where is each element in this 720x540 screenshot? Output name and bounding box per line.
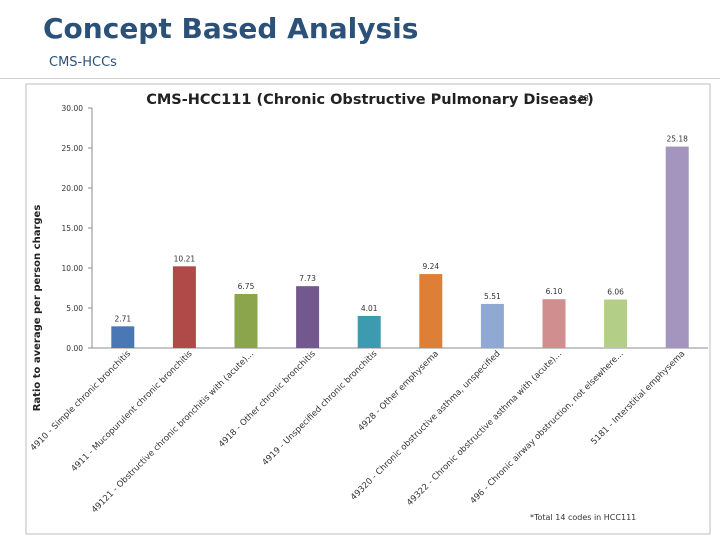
- bar: [111, 326, 135, 348]
- bar: [604, 299, 628, 348]
- y-tick-label: 10.00: [62, 264, 84, 273]
- bar: [419, 274, 443, 348]
- y-tick-label: 20.00: [62, 184, 84, 193]
- bar-value-labels: 2.71 10.21 6.75 7.73 4.01 9.24 5.51 6.10 6.06 25.…: [114, 135, 688, 324]
- slide-title: Concept Based Analysis: [43, 12, 419, 45]
- y-axis-label: Ratio to average per person charges: [32, 205, 43, 412]
- bar-value-label: 6.06: [607, 288, 624, 297]
- bar: [234, 294, 258, 348]
- bar-chart: CMS-HCC111 (Chronic Obstructive Pulmonar…: [25, 83, 711, 535]
- y-tick-label: 15.00: [62, 224, 84, 233]
- y-tick-label: 30.00: [62, 104, 84, 113]
- title-divider: [0, 78, 720, 79]
- slide-subtitle: CMS-HCCs: [49, 55, 117, 70]
- chart-border: [25, 83, 711, 535]
- bar-value-label: 7.73: [299, 274, 316, 283]
- bar-value-label: 2.71: [114, 314, 131, 323]
- chart-title: CMS-HCC111 (Chronic Obstructive Pulmonar…: [146, 92, 594, 108]
- bar-value-label: 10.21: [174, 254, 196, 263]
- chart-footnote: *Total 14 codes in HCC111: [530, 513, 637, 522]
- bar-value-label: 4.01: [361, 304, 378, 313]
- bar-value-label: 5.51: [484, 292, 501, 301]
- y-tick-label: 5.00: [66, 304, 83, 313]
- bar: [357, 315, 381, 348]
- bar: [665, 146, 689, 348]
- bar-value-label: 25.18: [666, 135, 688, 144]
- y-tick-label: 0.00: [66, 344, 83, 353]
- bar: [296, 286, 320, 348]
- y-tick-label: 25.00: [62, 144, 84, 153]
- chart-title-value: 5.38: [571, 94, 589, 103]
- bar-value-label: 6.10: [546, 287, 563, 296]
- bar-value-label: 9.24: [422, 262, 439, 271]
- bar: [542, 299, 566, 348]
- bar-value-label: 6.75: [238, 282, 255, 291]
- bar: [480, 303, 504, 348]
- bar: [172, 266, 196, 348]
- bars: [111, 146, 689, 348]
- chart-title-group: CMS-HCC111 (Chronic Obstructive Pulmonar…: [146, 92, 594, 108]
